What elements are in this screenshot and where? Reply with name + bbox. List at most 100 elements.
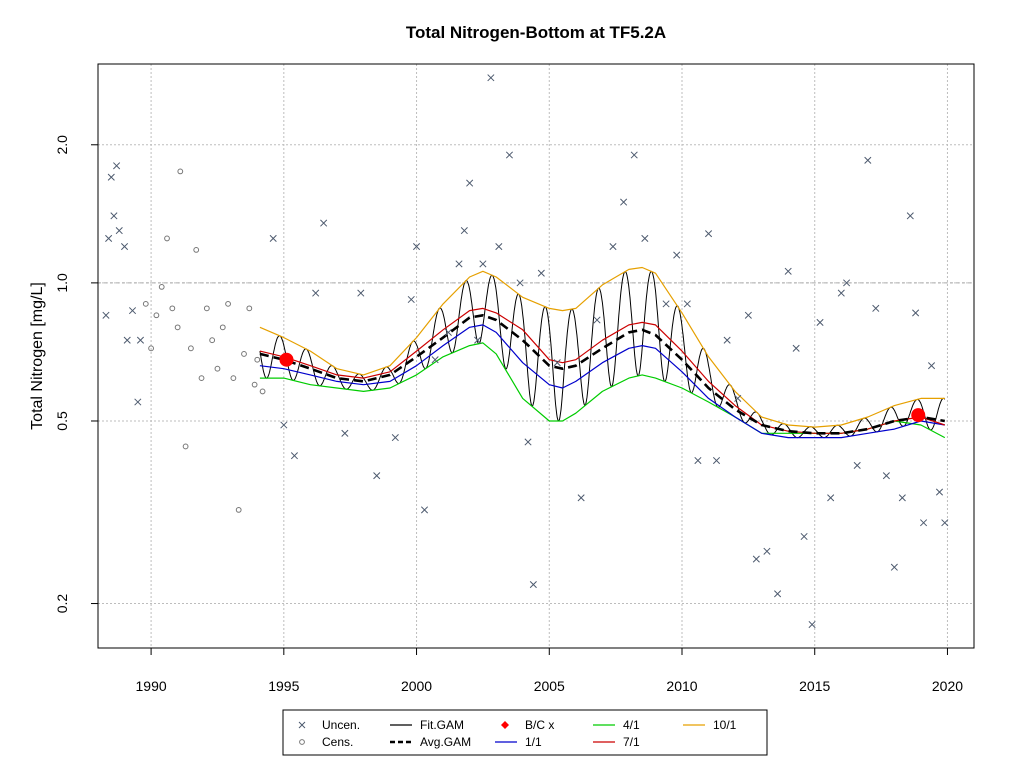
- uncensored-point: [673, 251, 681, 259]
- uncensored-point: [898, 494, 906, 502]
- y-tick-label: 1.0: [54, 273, 70, 293]
- uncensored-point: [373, 472, 381, 480]
- uncensored-point: [864, 156, 872, 164]
- uncensored-point: [774, 590, 782, 598]
- series-line-7-1: [259, 307, 945, 434]
- censored-point: [174, 324, 181, 331]
- uncensored-point: [407, 295, 415, 304]
- censored-point: [219, 324, 226, 331]
- uncensored-point: [935, 488, 944, 496]
- censored-point: [158, 284, 165, 290]
- uncensored-point: [744, 311, 752, 319]
- legend-box: [282, 709, 768, 756]
- legend-label-b-c-x: B/C x: [525, 718, 554, 732]
- uncensored-point: [837, 289, 845, 297]
- uncensored-point: [107, 173, 115, 181]
- uncensored-point: [620, 198, 628, 206]
- uncensored-point: [113, 162, 121, 170]
- chart-title: Total Nitrogen-Bottom at TF5.2A: [406, 23, 666, 42]
- censored-point: [198, 375, 205, 382]
- legend-label-4-1: 4/1: [623, 718, 640, 732]
- series-layer: [259, 266, 946, 439]
- censored-point: [230, 375, 237, 382]
- uncensored-point: [694, 456, 702, 465]
- uncensored-point: [505, 151, 514, 159]
- uncensored-point: [102, 311, 110, 319]
- uncensored-point: [128, 307, 137, 315]
- censored-point: [177, 168, 184, 175]
- uncensored-point: [391, 434, 399, 442]
- legend-label-uncen-: Uncen.: [322, 718, 360, 732]
- uncensored-point: [136, 336, 145, 344]
- y-axis: 0.2 0.5 1.0 2.0: [54, 135, 98, 613]
- uncensored-point: [890, 563, 898, 571]
- uncensored-point: [105, 234, 113, 242]
- uncensored-point: [853, 461, 861, 469]
- censored-point: [259, 388, 266, 395]
- uncensored-point: [816, 318, 824, 326]
- uncensored-point: [912, 309, 920, 317]
- uncensored-point: [455, 260, 463, 268]
- uncensored-point: [115, 227, 123, 235]
- uncensored-point: [941, 519, 949, 527]
- x-tick-label: 2010: [666, 678, 697, 694]
- uncensored-point: [431, 356, 439, 364]
- legend-label-avg-gam: Avg.GAM: [420, 735, 471, 749]
- uncensored-point: [290, 452, 298, 460]
- uncensored-point: [808, 620, 816, 629]
- censored-point: [182, 443, 189, 450]
- uncensored-point: [882, 472, 890, 480]
- uncensored-point: [529, 580, 537, 589]
- y-tick-label: 2.0: [54, 135, 70, 155]
- uncensored-point: [537, 269, 545, 277]
- x-tick-label: 2015: [799, 678, 830, 694]
- uncensored-point: [412, 243, 421, 251]
- uncensored-point: [593, 316, 601, 324]
- uncensored-point: [577, 494, 585, 502]
- uncensored-point: [723, 336, 731, 344]
- x-tick-label: 1995: [268, 678, 299, 694]
- x-tick-label: 1990: [136, 678, 167, 694]
- legend-label-fit-gam: Fit.GAM: [420, 718, 464, 732]
- uncensored-point: [752, 555, 760, 563]
- uncensored-point: [444, 328, 452, 336]
- uncensored-point: [134, 398, 142, 406]
- censored-point: [153, 312, 160, 319]
- legend-label-cens-: Cens.: [322, 735, 353, 749]
- y-tick-label: 0.5: [54, 411, 70, 431]
- uncensored-point: [712, 456, 721, 465]
- censored-point: [225, 300, 231, 307]
- uncensored-point: [630, 151, 638, 159]
- legend-symbol-b-c-x: [501, 721, 509, 729]
- x-tick-label: 2020: [932, 678, 963, 694]
- uncensored-point: [872, 304, 880, 312]
- bc-point: [911, 408, 926, 423]
- uncensored-point: [320, 219, 328, 227]
- censored-point: [254, 356, 261, 363]
- censored-point: [246, 305, 253, 312]
- uncensored-point: [784, 267, 792, 275]
- points-layer: [102, 74, 949, 629]
- y-tick-label: 0.2: [54, 594, 70, 614]
- uncensored-point: [280, 421, 288, 429]
- censored-point: [251, 381, 258, 388]
- uncensored-point: [479, 260, 487, 268]
- censored-point: [193, 247, 200, 253]
- uncensored-point: [312, 289, 320, 297]
- uncensored-point: [927, 362, 936, 370]
- uncensored-point: [487, 74, 495, 82]
- uncensored-point: [516, 279, 524, 287]
- uncensored-point: [495, 243, 503, 251]
- fit-gam-line: [259, 270, 946, 439]
- uncensored-point: [792, 344, 800, 352]
- uncensored-point: [683, 300, 691, 308]
- uncensored-point: [800, 532, 808, 541]
- series-line-1-1: [259, 324, 945, 439]
- x-axis: 1990 1995 2000 2005 2010 2015 2020: [136, 648, 963, 694]
- legend: Uncen. Cens. Fit.GAM Avg.GAM B/C x 1/1 4/1 7/1 1…: [282, 709, 768, 756]
- grid-layer: [98, 64, 974, 648]
- uncensored-point: [357, 289, 365, 297]
- censored-point: [169, 305, 176, 312]
- uncensored-point: [843, 279, 851, 287]
